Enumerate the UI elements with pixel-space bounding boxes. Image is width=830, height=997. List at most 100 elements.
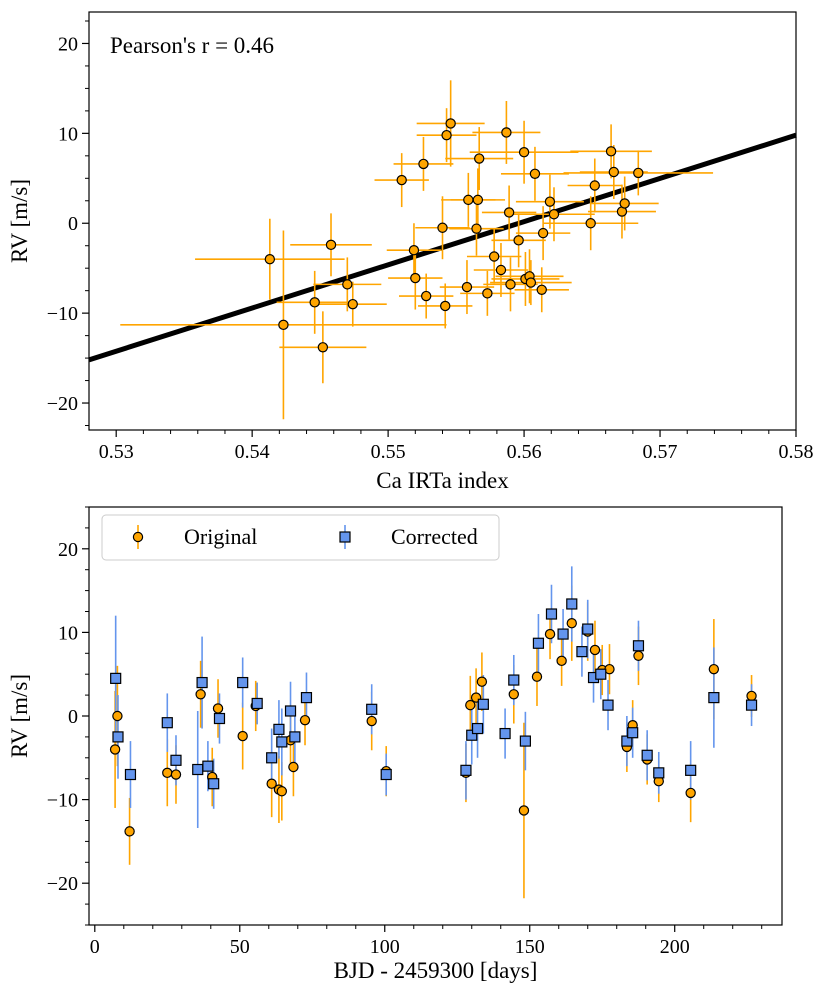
corrected-data-point [366,703,378,715]
y-tick-label: 10 [58,622,78,644]
original-data-point [685,787,696,799]
data-point [495,264,507,276]
x-axis-ticks: 0 50 100 150 200 [90,925,763,958]
data-point [589,180,600,191]
corrected-data-point [276,736,288,748]
data-point [619,198,630,209]
data-point [445,118,456,129]
data-point [342,279,353,290]
original-data-point [508,689,519,700]
corrected-data-point [289,731,301,743]
corrected-data-point [595,668,607,680]
original-data-point [708,663,720,675]
original-data-point [299,714,311,726]
corrected-data-point [532,637,545,649]
data-point [525,277,537,288]
rv-time-series-panel: 0 50 100 150 200 −20 −10 0 10 20 Original Correct… [7,506,783,983]
original-data-point [518,805,530,816]
corrected-data-point [708,692,720,704]
corrected-data-point [124,768,137,781]
x-tick-label: 0 [90,936,100,958]
data-point [474,153,485,164]
x-tick-label: 50 [230,936,250,958]
data-point [441,129,452,141]
corrected-data-point [576,646,588,658]
original-data-point [746,690,757,702]
data-point [518,147,530,158]
data-point [410,272,421,284]
data-point [264,254,276,265]
x-tick-label: 200 [660,936,690,958]
corrected-data-point [582,623,594,635]
corrected-data-point [632,640,645,652]
data-point [317,342,329,353]
corrected-data-point [519,735,531,747]
data-point [309,297,320,308]
corrected-data-point [380,768,392,781]
data-point [471,223,482,234]
y-tick-label: −10 [47,790,78,812]
corrected-data-point [284,705,297,717]
corrected-data-point [508,674,520,686]
y-tick-label: 20 [58,33,78,55]
corrected-data-point [460,764,472,776]
original-data-point [556,655,567,667]
corrected-data-point [466,729,478,741]
corrected-data-point [170,754,182,766]
y-axis-ticks: −20 −10 0 10 20 [47,20,89,427]
corrected-data-point [161,717,173,729]
corrected-data-point [557,628,569,640]
original-data-point [566,618,577,629]
corrected-data-point [273,723,285,735]
original-data-point [531,671,543,682]
x-tick-label: 0.56 [507,441,542,463]
legend-corrected-marker [339,531,351,543]
original-data-point [212,703,224,714]
data-point [278,319,289,331]
original-data-point [288,761,299,773]
data-point [544,196,556,207]
data-point [472,194,484,206]
data-point [325,239,337,251]
pearson-annotation: Pearson's r = 0.46 [110,33,274,58]
original-data-point [465,699,476,711]
y-tick-label: −10 [47,303,78,325]
x-axis-label: BJD - 2459300 [days] [334,958,538,983]
x-tick-label: 0.58 [779,441,814,463]
legend-label: Original [184,524,257,549]
corrected-data-point [627,727,639,739]
data-point [503,207,515,218]
data-point [437,222,448,233]
original-data-point [633,650,644,662]
y-tick-label: 20 [58,539,78,561]
corrected-data-point [213,712,226,725]
original-data-point [544,628,556,640]
corrected-data-point [471,722,484,735]
data-point [633,167,644,179]
data-point [513,235,524,246]
data-point [408,245,420,256]
data-point [420,290,432,302]
corrected-data-point [545,608,558,620]
point-layer [109,598,758,837]
original-data-point [195,689,206,700]
x-tick-label: 0.54 [235,441,270,463]
data-point [605,146,617,157]
original-data-point [366,715,377,727]
corrected-data-point [566,598,578,610]
x-axis-ticks: 0.53 0.54 0.55 0.56 0.57 0.58 [99,430,814,463]
original-data-point [237,730,248,742]
x-tick-label: 100 [370,936,400,958]
corrected-data-point [653,767,665,779]
corrected-data-point [300,692,313,704]
original-data-point [276,786,288,797]
corrected-data-point [192,763,204,776]
corrected-data-point [499,727,511,740]
legend: Original Corrected [101,514,500,561]
data-point [440,300,451,312]
data-point [529,168,541,180]
data-point [608,166,620,178]
data-point [585,218,596,229]
rv-vs-ca-irta-panel: 0.53 0.54 0.55 0.56 0.57 0.58 −20 −10 0 10 20 Pea… [7,11,814,493]
